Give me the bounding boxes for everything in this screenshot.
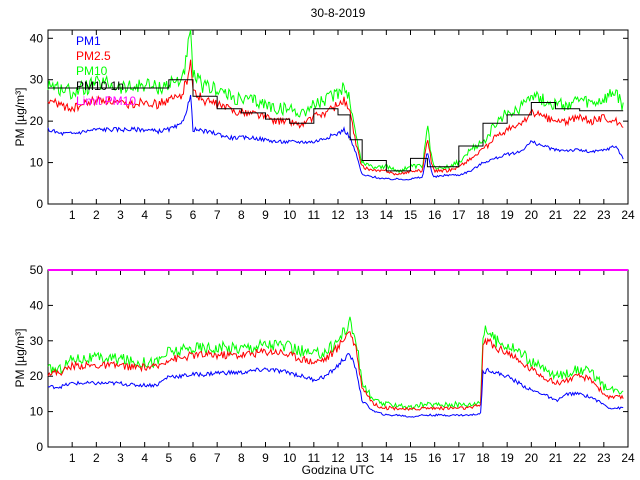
x-tick-label: 3 (117, 208, 124, 222)
y-tick-label: 0 (36, 197, 43, 211)
y-tick-label: 40 (30, 298, 44, 312)
x-tick-label: 4 (141, 208, 148, 222)
x-tick-label: 13 (355, 208, 369, 222)
x-tick-label: 17 (452, 451, 466, 465)
y-tick-label: 20 (30, 369, 44, 383)
x-tick-label: 16 (428, 208, 442, 222)
series-pm25-line (47, 59, 624, 176)
x-tick-label: 4 (141, 451, 148, 465)
x-tick-label: 19 (500, 451, 514, 465)
chart-title: 30-8-2019 (311, 6, 366, 20)
x-tick-label: 14 (380, 208, 394, 222)
series-pm25-line (47, 331, 624, 412)
x-tick-label: 24 (621, 451, 635, 465)
x-tick-label: 24 (621, 208, 635, 222)
bottom-x-axis-label: Godzina UTC (302, 463, 375, 477)
x-tick-label: 3 (117, 451, 124, 465)
x-tick-label: 23 (597, 208, 611, 222)
top-chart-panel: 1 2 3 4 5 6 7 8 9 10 11 12 13 14 15 16 17 18 19 20 21 22 23 240… (13, 29, 635, 222)
x-tick-label: 10 (283, 208, 297, 222)
x-tick-label: 19 (500, 208, 514, 222)
x-tick-label: 2 (93, 451, 100, 465)
series-pm10-line (47, 29, 624, 174)
top-plot-area (47, 29, 629, 205)
x-tick-label: 15 (404, 208, 418, 222)
y-tick-label: 40 (30, 31, 44, 45)
y-tick-label: 10 (30, 156, 44, 170)
x-tick-label: 12 (331, 451, 345, 465)
x-tick-label: 7 (214, 208, 221, 222)
x-tick-label: 5 (165, 208, 172, 222)
x-tick-label: 1 (69, 208, 76, 222)
y-tick-label: 20 (30, 114, 44, 128)
x-tick-label: 18 (476, 451, 490, 465)
bottom-y-axis-label: PM [µg/m³] (13, 329, 27, 388)
x-tick-label: 2 (93, 208, 100, 222)
legend-entry: PM2.5 (76, 49, 111, 63)
series-pm1-line (47, 94, 624, 181)
series-pm10-1h-line (48, 79, 624, 172)
x-tick-label: 12 (331, 208, 345, 222)
x-tick-label: 23 (597, 451, 611, 465)
top-y-axis-label: PM [µg/m³] (13, 88, 27, 147)
series-pm1-line (47, 353, 624, 418)
x-tick-label: 17 (452, 208, 466, 222)
y-tick-label: 30 (30, 334, 44, 348)
y-tick-label: 0 (36, 440, 43, 454)
legend-entry: PM10 1h (76, 79, 124, 93)
top-axis-ticks: 1 2 3 4 5 6 7 8 9 10 11 12 13 14 15 16 17 18 19 20 21 22 23 240… (30, 30, 635, 222)
y-tick-label: 10 (30, 405, 44, 419)
x-tick-label: 20 (525, 208, 539, 222)
top-series-group (47, 29, 624, 181)
x-tick-label: 14 (380, 451, 394, 465)
x-tick-label: 18 (476, 208, 490, 222)
x-tick-label: 9 (262, 451, 269, 465)
bottom-axis-ticks: 1 2 3 4 5 6 7 8 9 10 11 12 13 14 15 16 17 18 19 20 21 22 23 240… (30, 263, 635, 465)
x-tick-label: 8 (238, 208, 245, 222)
x-tick-label: 6 (190, 208, 197, 222)
x-tick-label: 15 (404, 451, 418, 465)
x-tick-label: 1 (69, 451, 76, 465)
x-tick-label: 10 (283, 451, 297, 465)
x-tick-label: 8 (238, 451, 245, 465)
bottom-series-group (47, 269, 628, 418)
x-tick-label: 5 (165, 451, 172, 465)
x-tick-label: 20 (525, 451, 539, 465)
legend-entry: PM10 (76, 64, 108, 78)
y-tick-label: 50 (30, 263, 44, 277)
legend-entry: Limit PM10 (76, 94, 136, 108)
x-tick-label: 6 (190, 451, 197, 465)
x-tick-label: 21 (549, 208, 563, 222)
x-tick-label: 13 (355, 451, 369, 465)
x-tick-label: 16 (428, 451, 442, 465)
bottom-chart-panel: 1 2 3 4 5 6 7 8 9 10 11 12 13 14 15 16 17 18 19 20 21 22 23 240… (13, 263, 635, 477)
x-tick-label: 11 (308, 451, 321, 465)
legend-entry: PM1 (76, 34, 101, 48)
bottom-plot-area (47, 269, 629, 448)
x-tick-label: 9 (262, 208, 269, 222)
x-tick-label: 11 (308, 208, 321, 222)
x-tick-label: 7 (214, 451, 221, 465)
x-tick-label: 22 (573, 208, 587, 222)
x-tick-label: 22 (573, 451, 587, 465)
y-tick-label: 30 (30, 73, 44, 87)
x-tick-label: 21 (549, 451, 563, 465)
